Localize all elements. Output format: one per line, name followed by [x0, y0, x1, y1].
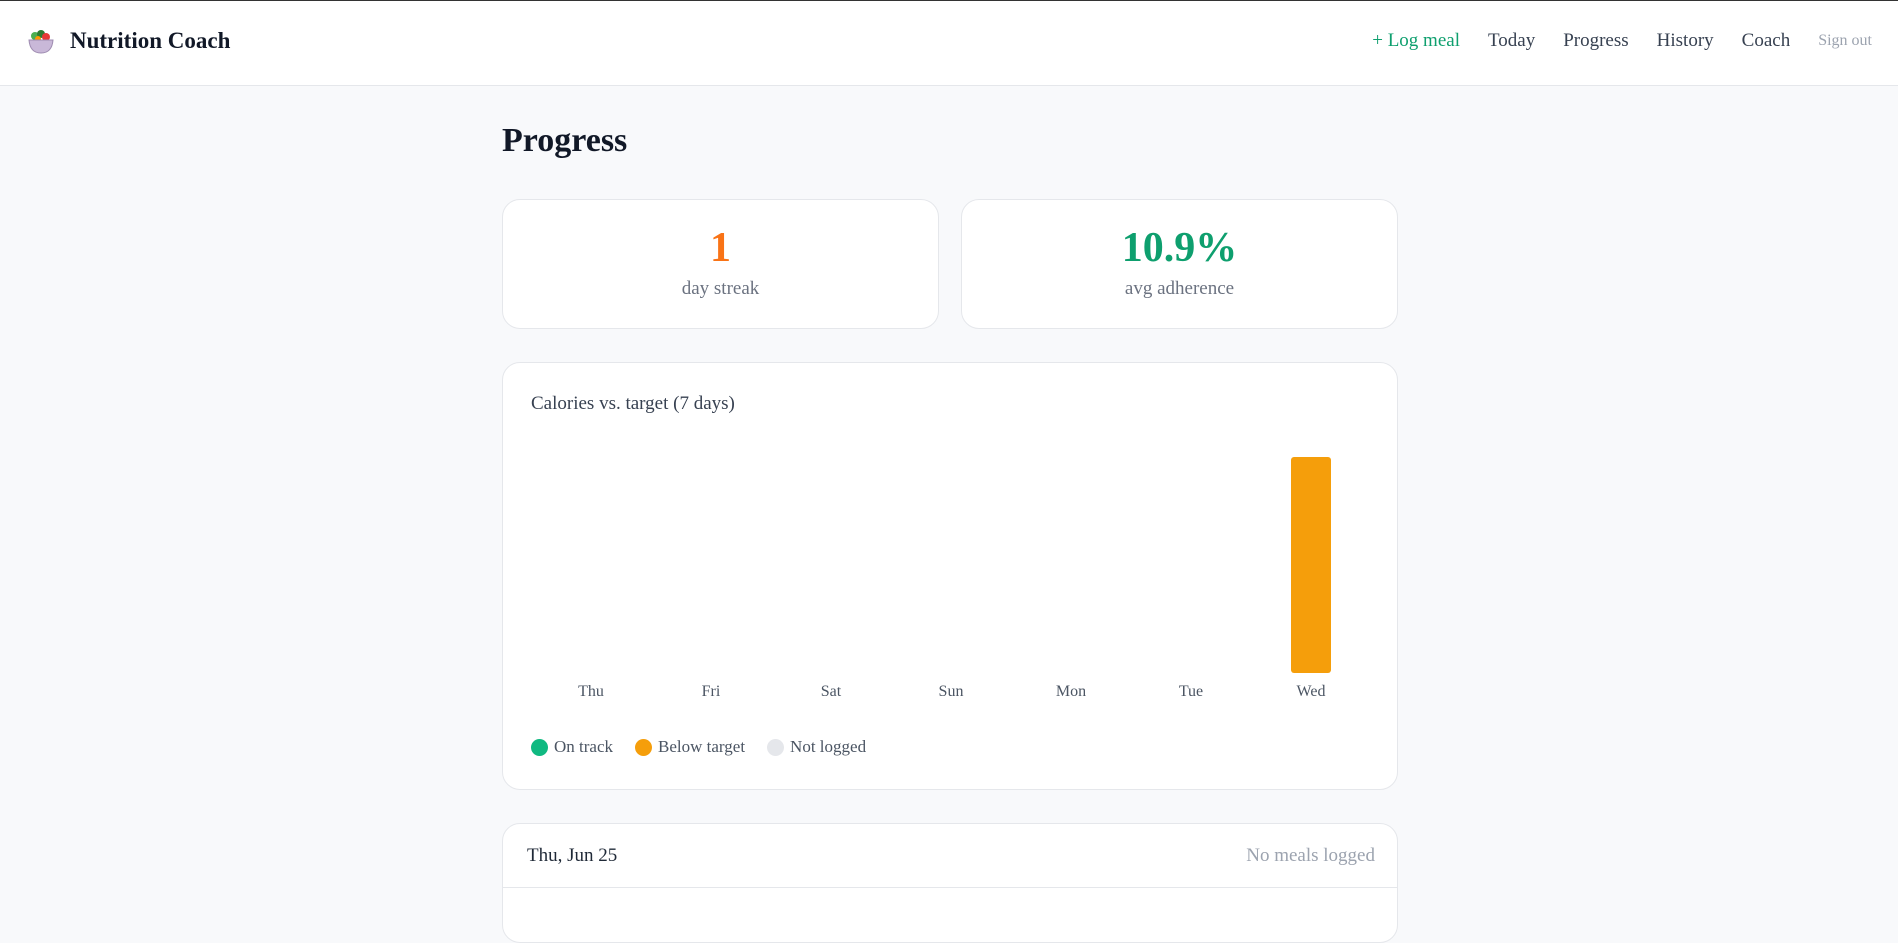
x-tick-label-sat: Sat [821, 683, 842, 700]
day-status: No meals logged [1246, 844, 1375, 866]
day-header[interactable]: Thu, Jun 25 No meals logged [503, 824, 1397, 888]
sign-out-button[interactable]: Sign out [1818, 32, 1872, 49]
legend-item-on-track: On track [531, 737, 613, 757]
legend-label: Not logged [790, 737, 867, 756]
chart-bar-wed [1291, 457, 1331, 673]
legend-item-not-logged: Not logged [767, 737, 866, 757]
day-date: Thu, Jun 25 [527, 844, 618, 866]
x-tick-label-fri: Fri [702, 683, 721, 700]
legend-label: Below target [658, 737, 746, 756]
nav-progress[interactable]: Progress [1563, 30, 1629, 51]
legend-dot-icon [767, 738, 785, 756]
app-title: Nutrition Coach [70, 28, 231, 53]
legend-dot-icon [531, 738, 548, 756]
legend-item-below-target: Below target [635, 737, 745, 757]
nav-today[interactable]: Today [1487, 30, 1536, 51]
page-title: Progress [502, 122, 628, 159]
x-tick-label-mon: Mon [1056, 683, 1086, 700]
streak-card: 1 day streak [502, 199, 939, 329]
adherence-card: 10.9% avg adherence [961, 199, 1398, 329]
x-tick-label-wed: Wed [1297, 683, 1326, 700]
streak-label: day streak [681, 278, 760, 299]
chart-legend: On track Below target Not logged [531, 737, 866, 757]
salad-bowl-icon [26, 26, 56, 56]
log-meal-link[interactable]: + Log meal [1372, 30, 1460, 51]
x-tick-label-thu: Thu [578, 683, 604, 700]
nav-coach[interactable]: Coach [1741, 30, 1791, 51]
calories-chart: Thu Fri Sat Sun Mon Tue Wed [578, 457, 1331, 700]
chart-title: Calories vs. target (7 days) [531, 393, 735, 414]
brand[interactable]: Nutrition Coach [26, 26, 230, 56]
adherence-label: avg adherence [1124, 278, 1235, 299]
main-nav: + Log meal Today Progress History Coach … [1372, 30, 1872, 52]
day-card[interactable]: Thu, Jun 25 No meals logged [502, 823, 1398, 943]
legend-label: On track [554, 737, 614, 756]
streak-value: 1 [710, 225, 731, 271]
top-navbar: Nutrition Coach + Log meal Today Progres… [0, 0, 1898, 86]
x-tick-label-sun: Sun [939, 683, 964, 700]
legend-dot-icon [635, 738, 653, 756]
x-tick-label-tue: Tue [1179, 683, 1203, 700]
calories-chart-card: Thu Fri Sat Sun Mon Tue Wed Calories vs. targe… [502, 362, 1398, 790]
adherence-value: 10.9% [1121, 225, 1238, 271]
nav-history[interactable]: History [1656, 30, 1714, 51]
